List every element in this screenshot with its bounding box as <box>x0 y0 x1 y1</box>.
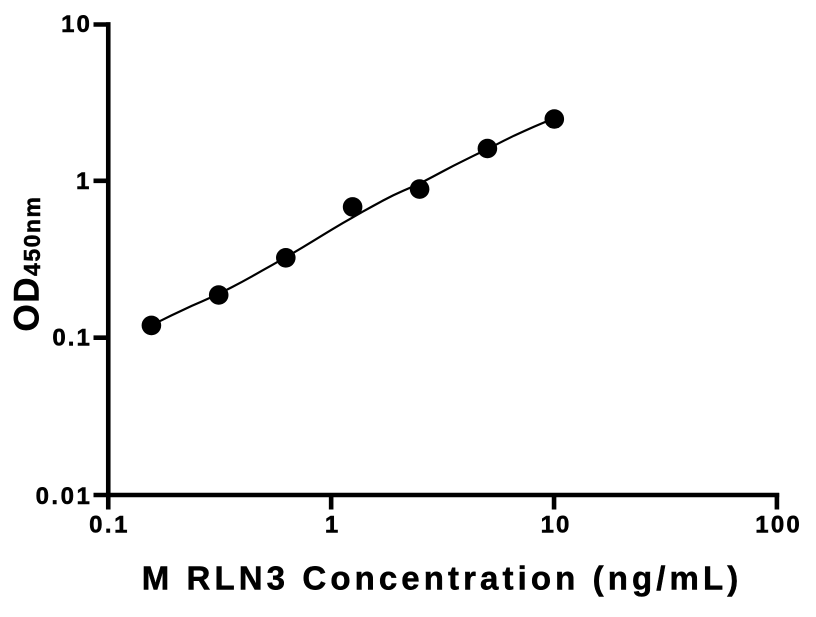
svg-text:100: 100 <box>755 512 802 539</box>
svg-text:10: 10 <box>541 512 572 539</box>
svg-text:0.01: 0.01 <box>36 483 93 510</box>
svg-text:0.1: 0.1 <box>89 512 130 539</box>
svg-text:M RLN3 Concentration (ng/mL): M RLN3 Concentration (ng/mL) <box>142 559 743 596</box>
svg-text:10: 10 <box>61 11 92 38</box>
svg-text:1: 1 <box>325 512 338 539</box>
svg-text:OD450nm: OD450nm <box>8 196 47 332</box>
svg-text:0.1: 0.1 <box>52 325 91 352</box>
svg-text:1: 1 <box>76 168 89 195</box>
